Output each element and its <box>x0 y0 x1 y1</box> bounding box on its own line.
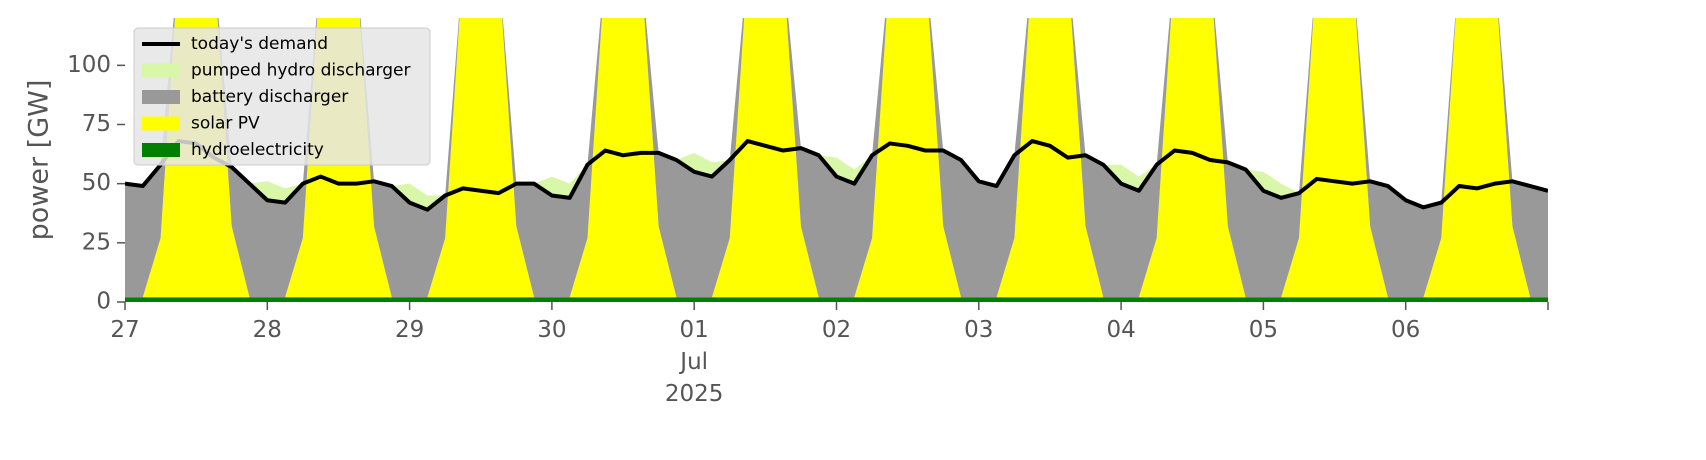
legend-patch <box>142 63 180 78</box>
plot-area <box>125 18 1548 302</box>
x-tick-label: 27 <box>110 317 140 343</box>
x-tick-label: 28 <box>252 317 282 343</box>
x-tick-label: 05 <box>1248 317 1279 343</box>
x-tick-label: 03 <box>964 317 994 343</box>
x-tick-label: 30 <box>537 317 567 343</box>
legend-label: battery discharger <box>191 87 348 107</box>
legend-box <box>133 27 431 166</box>
y-tick-label: 75 <box>82 111 111 137</box>
legend-label: pumped hydro discharger <box>191 61 410 81</box>
legend: today's demand pumped hydro discharger bat… <box>133 27 431 166</box>
legend-label: hydroelectricity <box>191 140 324 160</box>
demand-line <box>125 139 1548 212</box>
area <box>125 18 1548 298</box>
legend-patch <box>142 143 180 157</box>
y-tick-label: 0 <box>96 289 111 315</box>
y-axis-label: power [GW] <box>24 80 55 241</box>
y-tick-label: 100 <box>67 52 111 78</box>
legend-patch <box>142 116 180 131</box>
area <box>125 18 1548 210</box>
x-tick-label: 29 <box>394 317 425 343</box>
y-tick-label: 25 <box>82 229 111 255</box>
area <box>125 297 1548 302</box>
x-tick-label: 02 <box>821 317 852 343</box>
area <box>125 18 1548 298</box>
legend-patch <box>142 90 180 104</box>
legend-label: today's demand <box>191 34 328 54</box>
x-tick-label: 01 Jul 2025 <box>664 317 724 407</box>
x-tick-label: 04 <box>1106 317 1136 343</box>
x-tick-label: 06 <box>1391 317 1421 343</box>
legend-label: solar PV <box>191 114 260 134</box>
y-tick-label: 50 <box>82 170 111 196</box>
